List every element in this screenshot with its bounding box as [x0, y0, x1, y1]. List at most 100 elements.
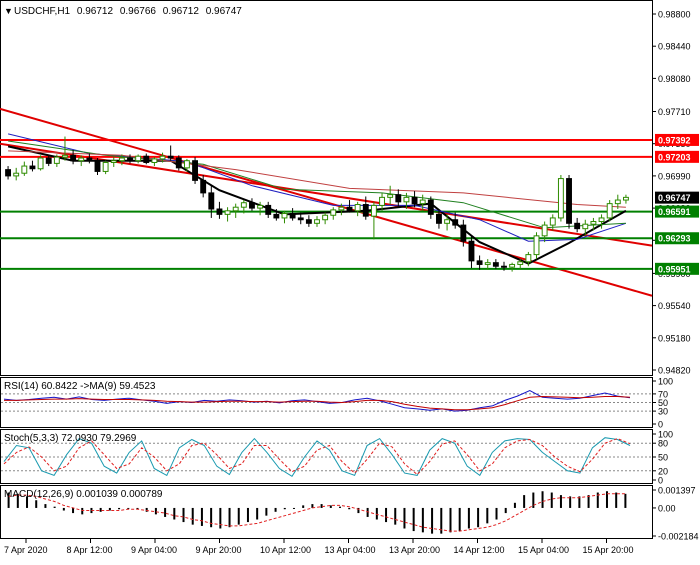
header-open: 0.96712: [77, 6, 114, 17]
candle-bearish: [94, 160, 101, 172]
candle-bullish: [517, 261, 524, 265]
macd-panel-frame: [0, 485, 653, 539]
candle-bullish: [314, 219, 320, 224]
macd-chart-layer: [7, 491, 627, 534]
candle-bearish: [452, 219, 459, 226]
candle-bearish: [395, 194, 402, 203]
x-tick-label: 15 Apr 04:00: [518, 545, 569, 555]
macd-histogram-bar: [200, 507, 203, 526]
rsi-y-tick-label: 100: [658, 377, 673, 387]
candle-bullish: [78, 157, 85, 162]
macd-histogram-bar: [477, 507, 480, 528]
svg-text:USDCHF,H1 0.96712: USDCHF,H1 0.96712 0.96766 0.96712 0.9674…: [14, 6, 242, 17]
price-panel-frame: [0, 0, 653, 376]
price-label-text: 0.96747: [658, 193, 691, 203]
macd-histogram-bar: [35, 500, 38, 508]
price-label-box: [655, 133, 699, 146]
candle-bullish: [338, 206, 345, 211]
macd-histogram-bar: [458, 507, 461, 532]
price-y-tick-label: 0.98440: [658, 42, 691, 52]
macd-histogram-bar: [431, 507, 434, 534]
candle-bullish: [419, 199, 426, 205]
candle-bearish: [249, 202, 255, 209]
macd-histogram-bar: [292, 507, 295, 509]
rsi-y-tick-label: 70: [658, 389, 668, 399]
candle-bullish: [525, 254, 532, 263]
candle-bullish: [37, 157, 44, 170]
candle-bearish: [86, 157, 93, 162]
candle-bullish: [21, 165, 28, 174]
candle-bearish: [45, 157, 52, 164]
stoch-y-tick-label: 80: [658, 439, 668, 449]
x-tick-label: 10 Apr 12:00: [260, 545, 311, 555]
candle-bearish: [574, 222, 581, 230]
macd-histogram-bar: [182, 507, 185, 523]
macd-histogram-bar: [320, 504, 323, 508]
macd-y-tick-label: -0.002184: [658, 532, 699, 542]
macd-histogram-bar: [403, 507, 406, 529]
candle-bullish: [622, 196, 629, 201]
candle-bearish: [143, 155, 150, 163]
rsi-y-tick-label: 30: [658, 407, 668, 417]
candle-bearish: [411, 196, 418, 205]
macd-histogram-bar: [449, 507, 452, 533]
candle-bearish: [167, 155, 174, 159]
stoch-series-line: [3, 438, 631, 476]
price-y-tick-label: 0.98800: [658, 10, 691, 20]
macd-title: MACD(12,26,9) 0.001039 0.000789: [4, 489, 163, 500]
stoch-chart-layer: [1, 437, 652, 477]
price-label-text: 0.97203: [658, 152, 691, 162]
candle-bearish: [289, 212, 296, 219]
macd-histogram-bar: [26, 496, 29, 508]
macd-signal-line: [8, 493, 626, 532]
macd-histogram-bar: [394, 507, 397, 525]
macd-histogram-bar: [173, 507, 176, 520]
macd-histogram-bar: [53, 506, 56, 508]
candle-bullish: [598, 217, 605, 223]
candle-bullish: [257, 204, 264, 209]
candle-bullish: [549, 217, 556, 226]
candle-bullish: [224, 210, 231, 215]
candle-bullish: [484, 262, 491, 265]
candle-bullish: [118, 157, 125, 162]
price-y-tick-label: 0.97710: [658, 107, 691, 117]
macd-histogram-bar: [302, 505, 305, 508]
price-y-tick-label: 0.98080: [658, 74, 691, 84]
candle-bullish: [606, 203, 613, 219]
macd-histogram-bar: [7, 492, 10, 508]
candle-bullish: [13, 172, 20, 177]
macd-histogram-bar: [504, 507, 507, 514]
macd-histogram-bar: [550, 492, 553, 508]
candle-bearish: [492, 262, 499, 267]
price-label-box: [655, 232, 699, 245]
macd-y-tick-label: 0.00: [658, 503, 676, 513]
macd-histogram-bar: [274, 507, 277, 512]
candle-bullish: [183, 160, 190, 169]
candle-bullish: [403, 196, 410, 203]
candle-bearish: [362, 204, 369, 217]
candle-bearish: [436, 213, 442, 224]
macd-histogram-bar: [569, 496, 572, 508]
x-tick-label: 15 Apr 20:00: [583, 545, 634, 555]
candle-bearish: [460, 224, 467, 242]
candle-bearish: [305, 219, 312, 224]
macd-histogram-bar: [44, 504, 47, 508]
macd-histogram-bar: [154, 507, 157, 515]
macd-histogram-bar: [237, 507, 240, 525]
macd-histogram-bar: [210, 507, 213, 528]
candle-bullish: [387, 194, 394, 198]
macd-histogram-bar: [467, 507, 470, 529]
candle-bearish: [216, 208, 223, 215]
macd-histogram-bar: [532, 492, 535, 508]
macd-histogram-bar: [412, 507, 415, 532]
macd-histogram-bar: [605, 491, 608, 508]
x-tick-label: 9 Apr 20:00: [196, 545, 242, 555]
header-symbol: USDCHF,H1: [14, 6, 71, 17]
macd-histogram-bar: [578, 496, 581, 508]
candle-bullish: [370, 204, 377, 217]
macd-histogram-bar: [81, 507, 84, 515]
candle-bearish: [208, 192, 215, 210]
rsi-y-tick-label: 0: [658, 420, 663, 430]
